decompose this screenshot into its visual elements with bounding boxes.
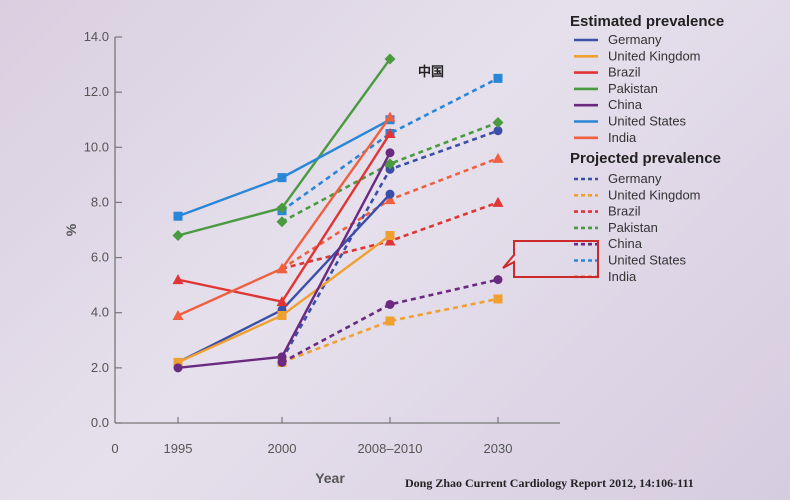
legend-projected-germany: Germany (608, 171, 662, 186)
projected-line-china (281, 278, 499, 364)
y-tick-label: 0.0 (91, 415, 109, 430)
estimated-point-china (173, 363, 183, 373)
x-tick-label: 1995 (164, 441, 193, 456)
estimated-point-india (384, 111, 396, 122)
x-axis-label: Year (315, 470, 345, 486)
projected-point-united-kingdom (493, 294, 503, 304)
citation: Dong Zhao Current Cardiology Report 2012… (405, 476, 694, 490)
estimated-point-united-kingdom (173, 357, 183, 367)
estimated-point-brazil (384, 128, 396, 138)
x-tick-label: 2000 (268, 441, 297, 456)
legend-projected-china: China (608, 236, 643, 251)
legend-projected-brazil: Brazil (608, 204, 641, 219)
x-origin-label: 0 (111, 441, 118, 456)
estimated-point-united-kingdom (277, 310, 287, 320)
legend-estimated-title: Estimated prevalence (570, 13, 724, 30)
projected-line-pakistan (281, 121, 499, 223)
projected-point-brazil (384, 235, 396, 246)
estimated-point-brazil (172, 274, 184, 285)
projected-point-china (385, 299, 395, 309)
y-axis-label: % (63, 223, 79, 236)
legend-estimated-india: India (608, 130, 637, 145)
projected-point-india (384, 194, 396, 205)
y-tick-label: 14.0 (84, 29, 109, 44)
y-tick-label: 2.0 (91, 360, 109, 375)
legend-projected-united-kingdom: United Kingdom (608, 187, 701, 202)
estimated-point-china (277, 352, 287, 362)
estimated-point-pakistan (384, 53, 396, 65)
estimated-point-pakistan (276, 202, 288, 214)
y-tick-label: 6.0 (91, 250, 109, 265)
estimated-point-united-kingdom (385, 231, 395, 241)
estimated-point-pakistan (172, 230, 184, 242)
x-tick-label: 2008–2010 (357, 441, 422, 456)
legend-estimated-germany: Germany (608, 32, 662, 47)
annotation-china: 中国 (418, 64, 444, 79)
estimated-line-brazil (177, 132, 392, 304)
legend-estimated-china: China (608, 97, 643, 112)
projected-point-india (492, 152, 504, 163)
estimated-point-germany (385, 189, 395, 199)
x-tick-label: 2030 (484, 441, 513, 456)
legend-estimated-brazil: Brazil (608, 65, 641, 80)
estimated-point-united-states (173, 211, 183, 221)
estimated-point-china (385, 148, 395, 158)
projected-point-pakistan (492, 116, 504, 128)
projected-point-pakistan (384, 158, 396, 170)
estimated-point-india (172, 309, 184, 320)
projected-point-pakistan (276, 216, 288, 228)
projected-point-china (493, 275, 503, 285)
y-tick-label: 8.0 (91, 194, 109, 209)
legend-projected-india: India (608, 269, 637, 284)
estimated-line-united-states (177, 118, 391, 218)
legend-estimated-pakistan: Pakistan (608, 81, 658, 96)
legend-projected-title: Projected prevalence (570, 150, 721, 167)
legend-projected-united-states: United States (608, 253, 687, 268)
projected-point-united-kingdom (385, 316, 395, 326)
highlight-callout (502, 240, 599, 278)
projected-point-united-states (493, 73, 503, 83)
legend-projected-pakistan: Pakistan (608, 220, 658, 235)
projected-point-brazil (492, 196, 504, 207)
projected-line-united-kingdom (281, 297, 499, 364)
legend-estimated-united-kingdom: United Kingdom (608, 48, 701, 63)
legend-estimated-united-states: United States (608, 114, 687, 129)
y-tick-label: 10.0 (84, 139, 109, 154)
projected-point-germany (385, 164, 395, 174)
estimated-point-brazil (276, 296, 288, 307)
y-tick-label: 4.0 (91, 305, 109, 320)
y-tick-label: 12.0 (84, 84, 109, 99)
estimated-point-india (276, 263, 288, 274)
projected-point-germany (493, 126, 503, 136)
estimated-point-united-states (277, 173, 287, 183)
